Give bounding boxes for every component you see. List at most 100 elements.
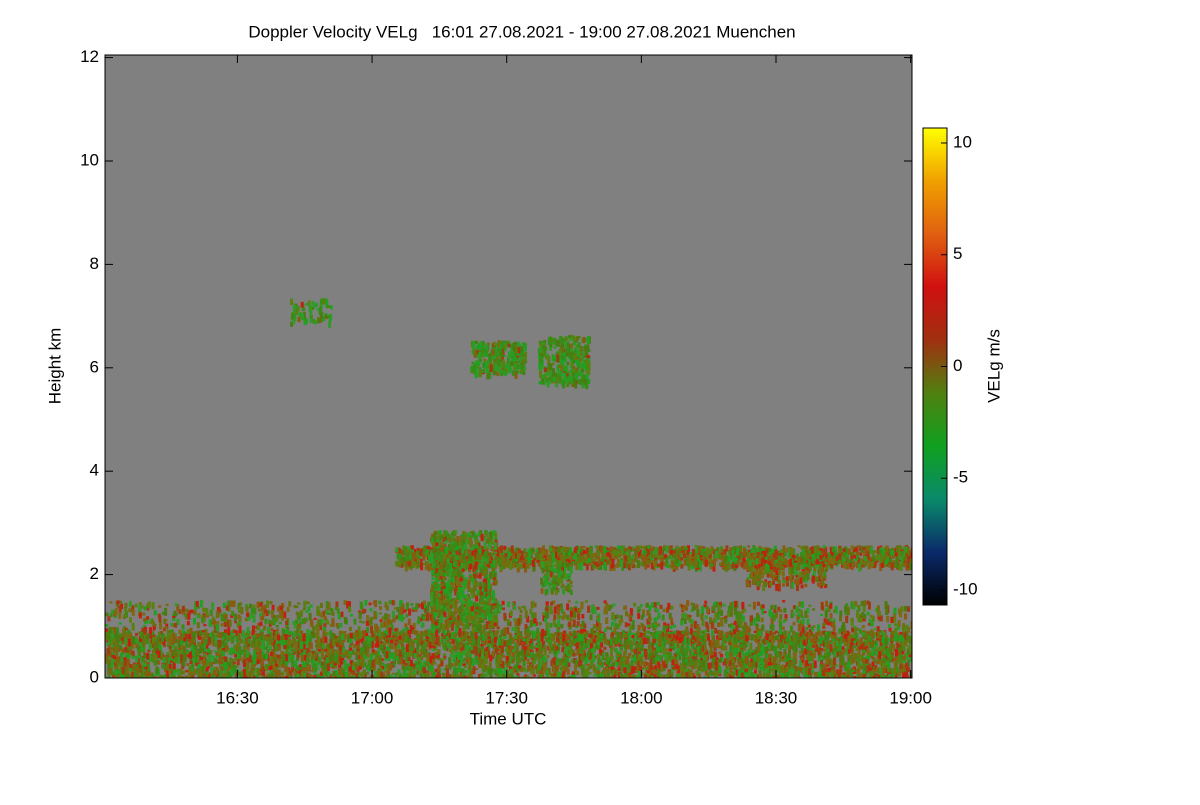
echo-pixel — [841, 654, 845, 660]
echo-pixel — [628, 640, 632, 646]
echo-pixel — [865, 631, 869, 639]
echo-pixel — [639, 632, 643, 638]
echo-pixel — [842, 648, 846, 653]
echo-pixel — [623, 667, 627, 674]
echo-pixel — [822, 648, 826, 652]
echo-pixel — [419, 633, 423, 642]
echo-pixel — [654, 651, 658, 656]
echo-pixel — [274, 643, 278, 652]
echo-pixel — [679, 653, 683, 656]
echo-pixel — [558, 632, 562, 636]
echo-pixel — [195, 656, 199, 664]
echo-pixel — [327, 656, 331, 665]
echo-pixel — [375, 670, 379, 678]
echo-pixel — [437, 657, 441, 661]
echo-pixel — [380, 641, 384, 644]
echo-pixel — [634, 657, 638, 665]
echo-pixel — [797, 634, 801, 638]
echo-pixel — [177, 656, 181, 664]
echo-pixel — [231, 636, 235, 643]
echo-pixel — [844, 648, 848, 656]
echo-pixel — [789, 658, 793, 662]
echo-pixel — [218, 672, 222, 677]
echo-pixel — [611, 637, 615, 640]
echo-pixel — [663, 653, 667, 658]
echo-pixel — [891, 659, 895, 663]
echo-pixel — [436, 654, 440, 660]
echo-pixel — [766, 672, 770, 678]
echo-pixel — [789, 659, 793, 666]
echo-pixel — [657, 670, 661, 677]
echo-pixel — [801, 643, 805, 648]
echo-pixel — [826, 631, 830, 639]
echo-pixel — [831, 674, 835, 678]
echo-pixel — [582, 655, 586, 661]
echo-pixel — [833, 636, 837, 644]
echo-pixel — [539, 666, 543, 670]
echo-pixel — [562, 660, 566, 663]
echo-pixel — [266, 664, 270, 669]
echo-pixel — [880, 658, 884, 662]
echo-pixel — [901, 651, 905, 655]
echo-pixel — [155, 666, 159, 674]
echo-pixel — [576, 671, 580, 676]
echo-pixel — [797, 676, 801, 678]
echo-pixel — [410, 659, 414, 667]
echo-pixel — [724, 658, 728, 666]
echo-pixel — [767, 668, 771, 674]
echo-pixel — [117, 669, 121, 675]
echo-pixel — [780, 676, 784, 678]
echo-pixel — [704, 654, 708, 663]
echo-pixel — [660, 632, 664, 637]
echo-pixel — [495, 672, 499, 677]
echo-pixel — [235, 664, 239, 668]
echo-pixel — [457, 665, 461, 673]
echo-pixel — [433, 643, 437, 646]
echo-pixel — [265, 653, 269, 660]
echo-pixel — [310, 670, 314, 673]
echo-pixel — [592, 654, 596, 662]
echo-pixel — [834, 648, 838, 652]
echo-pixel — [378, 641, 382, 649]
echo-pixel — [550, 675, 554, 678]
echo-pixel — [542, 662, 546, 671]
echo-pixel — [282, 676, 286, 678]
echo-pixel — [740, 648, 744, 652]
echo-pixel — [457, 652, 461, 658]
echo-pixel — [631, 666, 635, 674]
echo-pixel — [887, 670, 891, 677]
echo-pixel — [640, 672, 644, 676]
echo-pixel — [437, 643, 441, 647]
echo-pixel — [527, 664, 531, 672]
echo-pixel — [677, 665, 681, 671]
echo-pixel — [280, 640, 284, 646]
echo-pixel — [223, 642, 227, 649]
echo-pixel — [371, 649, 375, 654]
echo-pixel — [328, 638, 332, 643]
echo-pixel — [487, 667, 491, 674]
echo-pixel — [645, 639, 649, 644]
echo-pixel — [179, 649, 183, 655]
echo-pixel — [545, 670, 549, 677]
echo-pixel — [777, 663, 781, 672]
echo-pixel — [423, 649, 427, 658]
echo-pixel — [431, 653, 435, 659]
echo-pixel — [857, 674, 861, 678]
echo-pixel — [237, 672, 241, 676]
echo-pixel — [839, 665, 843, 669]
echo-pixel — [552, 643, 556, 650]
echo-pixel — [615, 655, 619, 662]
echo-pixel — [648, 675, 652, 678]
echo-pixel — [744, 669, 748, 673]
echo-pixel — [465, 653, 469, 658]
echo-pixel — [363, 673, 367, 678]
echo-pixel — [839, 653, 843, 662]
echo-pixel — [725, 665, 729, 669]
echo-pixel — [389, 663, 393, 671]
echo-pixel — [537, 637, 541, 641]
echo-pixel — [274, 665, 278, 671]
echo-pixel — [598, 662, 602, 666]
echo-pixel — [416, 641, 420, 650]
echo-pixel — [566, 653, 570, 657]
echo-pixel — [224, 656, 228, 662]
